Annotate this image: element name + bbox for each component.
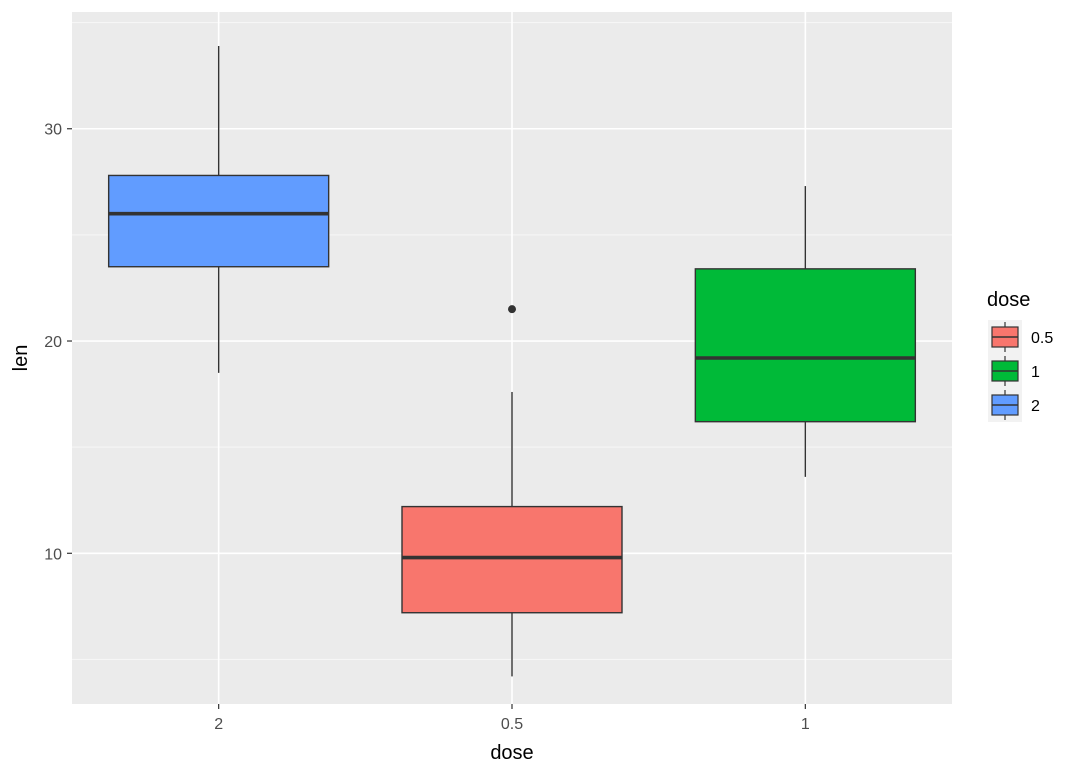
y-axis-title: len	[10, 345, 32, 372]
legend-label: 0.5	[1031, 330, 1053, 347]
outlier-point	[508, 305, 516, 314]
boxes-layer	[107, 45, 917, 677]
y-tick-label: 20	[44, 334, 62, 351]
legend-label: 1	[1031, 364, 1040, 381]
box-body	[401, 505, 623, 614]
legend-label: 2	[1031, 398, 1040, 415]
legend-key-1	[988, 354, 1022, 388]
y-tick-label: 30	[44, 122, 62, 139]
x-tick-label: 0.5	[501, 716, 523, 733]
x-axis-title: dose	[490, 742, 533, 764]
y-tick-label: 10	[44, 546, 62, 563]
box-2	[107, 45, 330, 373]
box-body	[107, 174, 330, 268]
box-1	[694, 186, 917, 477]
legend-title: dose	[987, 289, 1030, 311]
x-tick-label: 2	[214, 716, 223, 733]
legend-key-0.5	[988, 320, 1022, 354]
y-axis: 10 20 30	[44, 122, 72, 563]
x-tick-label: 1	[801, 716, 810, 733]
x-axis: 2 0.5 1	[214, 704, 810, 733]
legend-key-2	[988, 388, 1022, 422]
box-0.5	[401, 305, 623, 677]
legend: dose 0.5 1 2	[987, 289, 1053, 422]
box-body	[694, 268, 917, 423]
